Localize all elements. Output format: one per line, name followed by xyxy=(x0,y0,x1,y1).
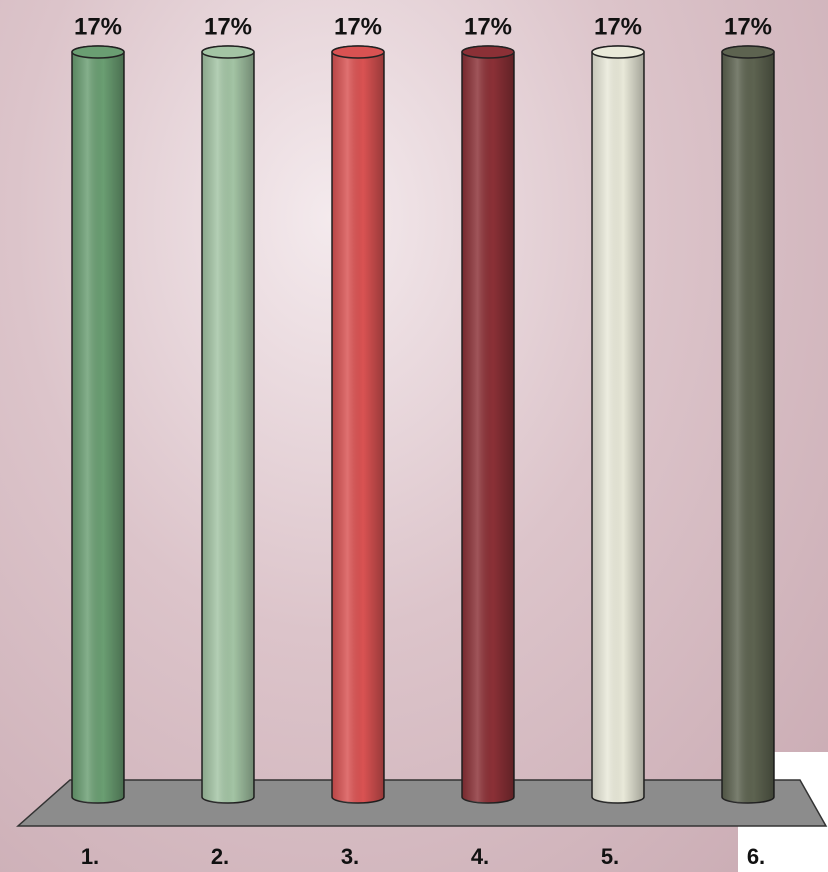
category-label: 6. xyxy=(747,844,765,869)
category-label: 1. xyxy=(81,844,99,869)
bar-cap xyxy=(201,45,255,59)
floor xyxy=(16,779,828,827)
bar-shading xyxy=(722,46,774,803)
value-label: 17% xyxy=(594,13,642,40)
category-label: 4. xyxy=(471,844,489,869)
value-label: 17% xyxy=(74,13,122,40)
value-label: 17% xyxy=(464,13,512,40)
bar-shading xyxy=(72,46,124,803)
bar-shading xyxy=(462,46,514,803)
bar-shading xyxy=(332,46,384,803)
category-label: 3. xyxy=(341,844,359,869)
category-label: 5. xyxy=(601,844,619,869)
bar-shading xyxy=(592,46,644,803)
bar-shading xyxy=(202,46,254,803)
bar-cap xyxy=(331,45,385,59)
value-label: 17% xyxy=(204,13,252,40)
bar-cap xyxy=(461,45,515,59)
category-label: 2. xyxy=(211,844,229,869)
bar-cap xyxy=(721,45,775,59)
value-label: 17% xyxy=(724,13,772,40)
value-label: 17% xyxy=(334,13,382,40)
bar-cap xyxy=(71,45,125,59)
bar-cap xyxy=(591,45,645,59)
